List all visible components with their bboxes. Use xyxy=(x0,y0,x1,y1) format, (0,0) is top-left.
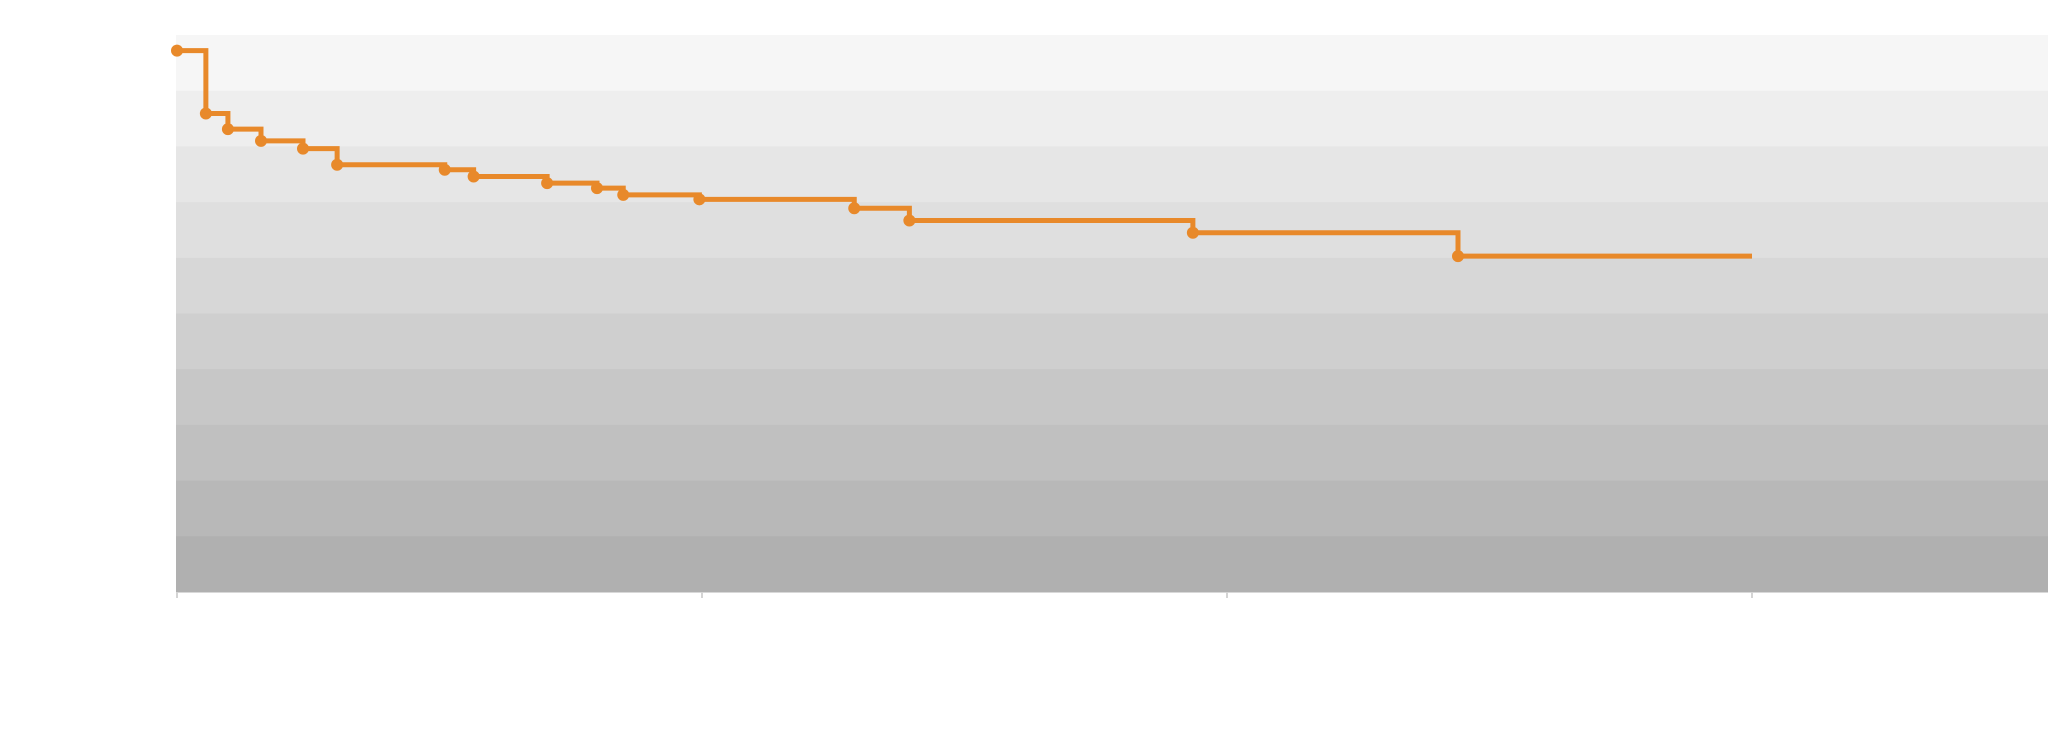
background-band xyxy=(176,369,2048,426)
background-band xyxy=(176,146,2048,203)
data-point xyxy=(331,158,344,171)
background-band xyxy=(176,35,2048,92)
data-point xyxy=(848,202,861,215)
points-layer xyxy=(171,44,1464,263)
data-point xyxy=(438,163,451,176)
data-point xyxy=(255,134,267,147)
x-axis-ticks xyxy=(176,592,1753,598)
data-point xyxy=(693,193,706,206)
background-band xyxy=(176,313,2048,370)
background-bands xyxy=(176,35,2048,593)
background-band xyxy=(176,424,2048,482)
data-point xyxy=(221,123,234,136)
data-point xyxy=(297,142,309,155)
background-band xyxy=(176,257,2048,314)
background-band xyxy=(176,536,2048,593)
data-point xyxy=(903,214,916,227)
data-point xyxy=(541,177,554,190)
data-point xyxy=(467,170,480,183)
background-band xyxy=(176,480,2048,537)
data-point xyxy=(591,182,603,195)
data-point xyxy=(199,107,212,120)
data-point xyxy=(617,188,630,201)
background-band xyxy=(176,202,2048,259)
data-point xyxy=(171,44,183,57)
data-point xyxy=(1452,250,1464,263)
background-band xyxy=(176,90,2048,147)
data-point xyxy=(1186,226,1199,239)
